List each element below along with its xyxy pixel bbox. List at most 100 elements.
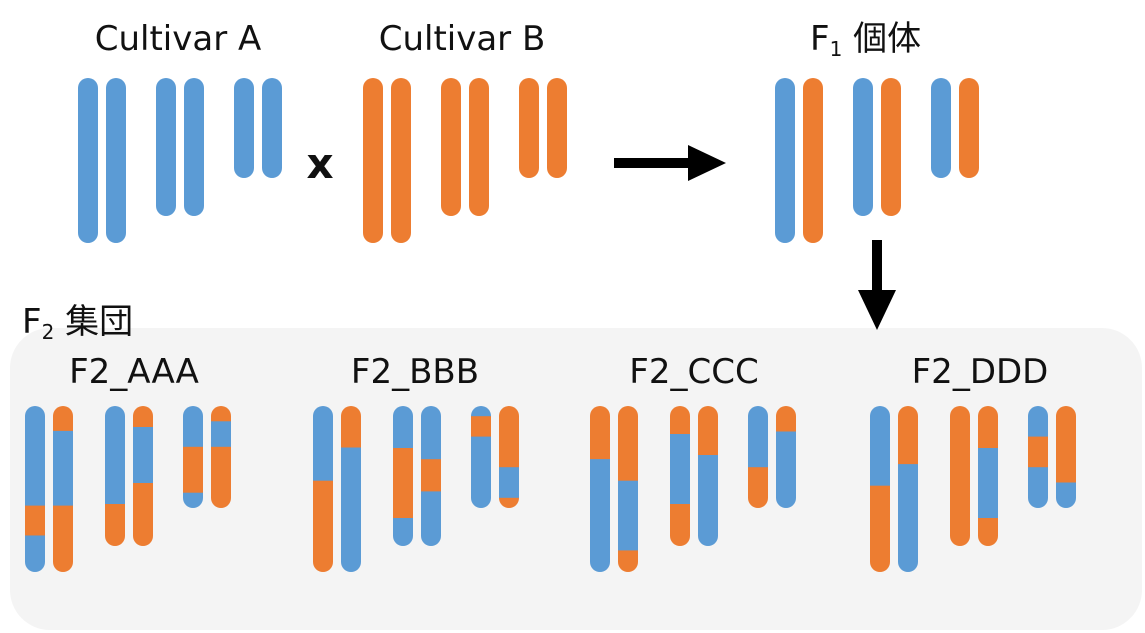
f1-label-rest: 個体 <box>842 19 921 59</box>
chromosome-segment <box>1056 406 1076 483</box>
chromosome-segment <box>78 78 98 243</box>
cultivar-a-chromosome-3-1 <box>234 78 254 178</box>
chromosome-segment <box>441 78 461 216</box>
chromosome-segment <box>1028 467 1048 508</box>
f2-individual-label-bbb: F2_BBB <box>351 352 479 392</box>
chromosome-segment <box>931 78 951 178</box>
cultivar-b-chromosome-2-1 <box>441 78 461 216</box>
f1-chromosome-1-b <box>803 78 823 243</box>
chromosome-segment <box>499 406 519 468</box>
f2-4-chromosome-3-right <box>1056 406 1076 508</box>
f2-2-chromosome-1-left <box>313 406 333 572</box>
chromosome-segment <box>950 406 970 546</box>
f1-chromosome-3-b <box>959 78 979 178</box>
chromosome-segment <box>978 518 998 546</box>
f1-chromosome-3-a <box>931 78 951 178</box>
f1-chromosome-2-a <box>853 78 873 216</box>
chromosome-segment <box>499 467 519 499</box>
f2-individual-label-aaa: F2_AAA <box>69 352 199 392</box>
chromosome-segment <box>391 78 411 243</box>
f2-label-rest: 集団 <box>54 302 133 342</box>
chromosome-segment <box>25 406 45 507</box>
f2-2-chromosome-1-right <box>341 406 361 572</box>
f2-3-chromosome-2-left <box>670 406 690 546</box>
chromosome-segment <box>670 504 690 546</box>
cultivar-b-chromosome-3-2 <box>547 78 567 178</box>
chromosome-segment <box>393 448 413 519</box>
chromosome-segment <box>393 518 413 546</box>
chromosome-segment <box>183 406 203 448</box>
f2-4-chromosome-2-left <box>950 406 970 546</box>
chromosome-group <box>25 78 1076 572</box>
arrow-right-icon <box>614 145 726 181</box>
chromosome-segment <box>670 434 690 505</box>
chromosome-segment <box>775 78 795 243</box>
chromosome-segment <box>183 492 203 508</box>
chromosome-segment <box>748 467 768 508</box>
chromosome-segment <box>25 535 45 572</box>
chromosome-segment <box>53 406 73 432</box>
chromosome-segment <box>53 505 73 572</box>
chromosome-segment <box>156 78 176 216</box>
chromosome-segment <box>184 78 204 216</box>
chromosome-segment <box>519 78 539 178</box>
chromosome-segment <box>1056 482 1076 508</box>
chromosome-segment <box>471 406 491 417</box>
chromosome-segment <box>898 406 918 465</box>
f2-label-main: F <box>22 302 42 342</box>
chromosome-segment <box>959 78 979 178</box>
chromosome-segment <box>106 78 126 243</box>
chromosome-segment <box>748 406 768 468</box>
chromosome-segment <box>183 446 203 494</box>
f2-label-sub: 2 <box>42 320 55 344</box>
chromosome-segment <box>547 78 567 178</box>
f2-1-chromosome-3-left <box>183 406 203 508</box>
chromosome-segment <box>978 406 998 449</box>
f2-1-chromosome-2-right <box>133 406 153 546</box>
chromosome-segment <box>421 459 441 492</box>
f2-3-chromosome-2-right <box>698 406 718 546</box>
chromosome-segment <box>133 406 153 428</box>
f2-individual-label-ccc: F2_CCC <box>629 352 758 392</box>
f2-panel <box>10 328 1142 630</box>
chromosome-segment <box>1028 436 1048 468</box>
f2-1-chromosome-3-right <box>211 406 231 508</box>
chromosome-segment <box>105 504 125 546</box>
chromosome-segment <box>53 430 73 507</box>
chromosome-segment <box>234 78 254 178</box>
f2-individual-label-ddd: F2_DDD <box>912 352 1049 392</box>
f2-label: F2 集団 <box>22 302 133 344</box>
arrow-down-icon <box>858 240 896 330</box>
f1-label-main: F <box>810 19 830 59</box>
f2-4-chromosome-1-left <box>870 406 890 572</box>
cultivar-b-label: Cultivar B <box>379 19 546 59</box>
chromosome-segment <box>618 480 638 551</box>
chromosome-segment <box>471 436 491 508</box>
chromosome-segment <box>105 406 125 505</box>
chromosome-segment <box>133 483 153 546</box>
f1-label: F1 個体 <box>810 19 921 61</box>
f2-4-chromosome-1-right <box>898 406 918 572</box>
f2-1-chromosome-1-left <box>25 406 45 572</box>
chromosome-segment <box>590 459 610 572</box>
chromosome-segment <box>313 480 333 572</box>
chromosome-segment <box>881 78 901 216</box>
chromosome-segment <box>471 416 491 438</box>
f2-3-chromosome-1-right <box>618 406 638 572</box>
f2-1-chromosome-2-left <box>105 406 125 546</box>
chromosome-segment <box>211 421 231 448</box>
chromosome-segment <box>898 464 918 572</box>
chromosome-segment <box>618 550 638 572</box>
chromosome-segment <box>978 448 998 519</box>
cultivar-b-chromosome-1-2 <box>391 78 411 243</box>
chromosome-segment <box>499 497 519 508</box>
chromosome-segment <box>1028 406 1048 438</box>
chromosome-segment <box>853 78 873 216</box>
chromosome-segment <box>590 406 610 460</box>
f2-3-chromosome-3-right <box>776 406 796 508</box>
chromosome-segment <box>803 78 823 243</box>
cross-symbol: x <box>306 139 333 188</box>
f2-2-chromosome-3-right <box>499 406 519 508</box>
cultivar-a-chromosome-2-2 <box>184 78 204 216</box>
cultivar-a-chromosome-1-1 <box>78 78 98 243</box>
